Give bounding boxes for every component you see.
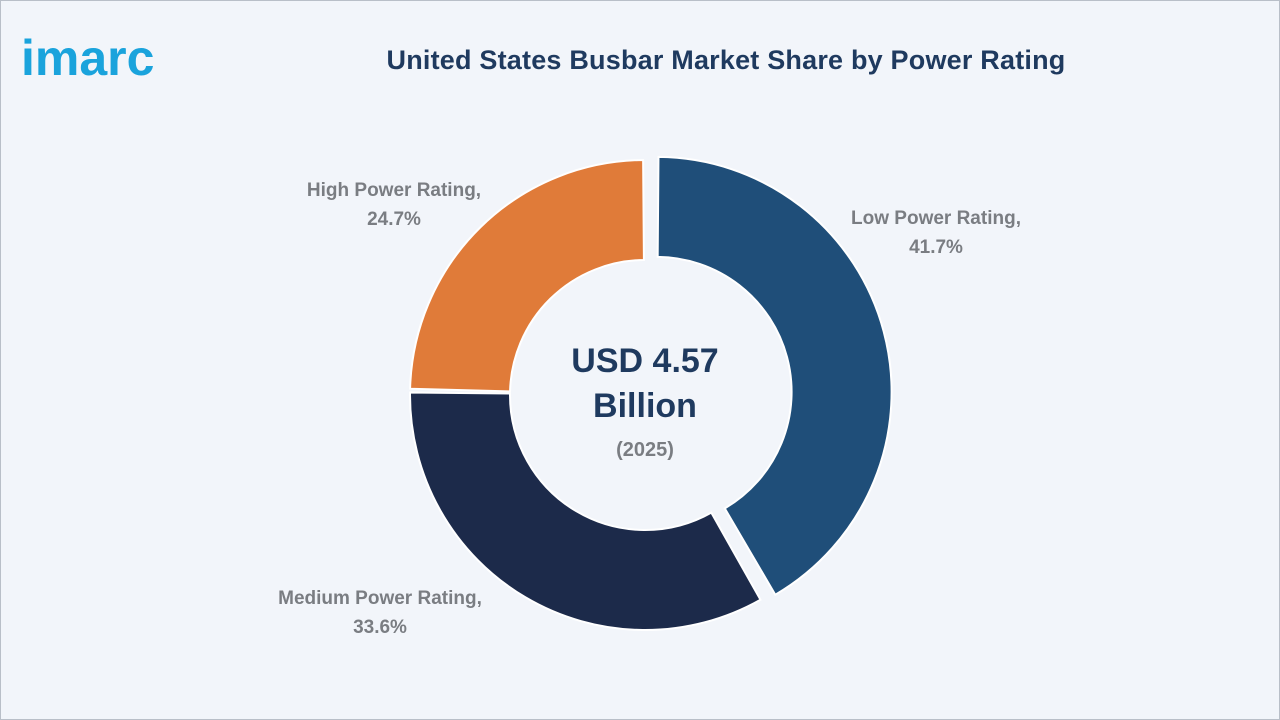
- center-value-line-1: USD 4.57: [571, 342, 718, 380]
- slice-label-value: 33.6%: [353, 617, 407, 638]
- slice-low-power-rating: [656, 155, 893, 597]
- center-year: (2025): [616, 439, 674, 461]
- slice-labels: Low Power Rating, 41.7% Medium Power Ratin…: [278, 180, 1021, 638]
- imarc-logo: imarc: [21, 30, 154, 86]
- slice-label-value: 41.7%: [909, 237, 963, 258]
- slice-label-name: Medium Power Rating,: [278, 588, 482, 609]
- logo-text: imarc: [21, 30, 154, 86]
- slice-label-value: 24.7%: [367, 209, 421, 230]
- donut-slices: [409, 155, 893, 631]
- slice-medium-power-rating: [409, 391, 762, 631]
- chart-title: United States Busbar Market Share by Pow…: [386, 45, 1066, 75]
- slice-high-power-rating: [409, 158, 645, 393]
- slice-label-name: High Power Rating,: [307, 180, 481, 201]
- center-value-line-2: Billion: [593, 387, 697, 425]
- slice-label-name: Low Power Rating,: [851, 208, 1021, 229]
